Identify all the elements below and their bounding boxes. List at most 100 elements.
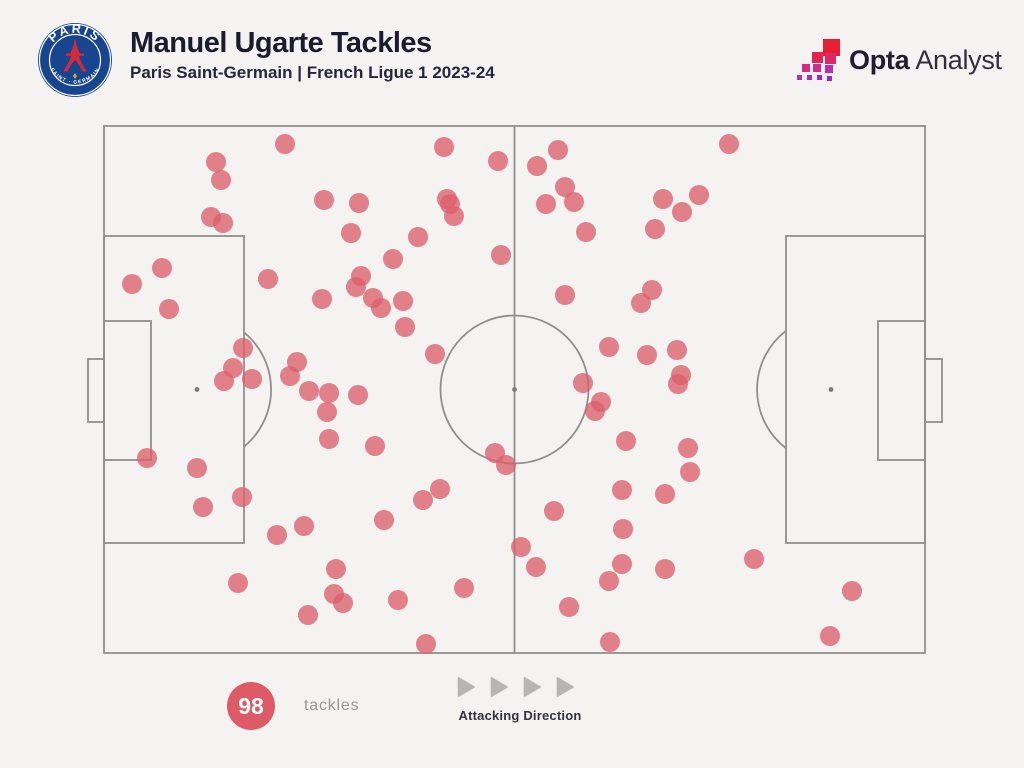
tackle-marker (680, 462, 700, 482)
tackle-marker (408, 227, 428, 247)
tackle-marker (159, 299, 179, 319)
tackle-marker (744, 549, 764, 569)
tackle-marker (416, 634, 436, 654)
tackle-marker (430, 479, 450, 499)
right-six-yard-box (877, 320, 926, 461)
tackle-marker (326, 559, 346, 579)
tackle-marker (152, 258, 172, 278)
tackle-marker (600, 632, 620, 652)
tackle-marker (233, 338, 253, 358)
tackle-marker (496, 455, 516, 475)
tackle-marker (275, 134, 295, 154)
tackle-marker (820, 626, 840, 646)
right-penalty-spot (828, 387, 834, 392)
psg-club-badge: PARIS SAINT - GERMAIN (38, 22, 112, 97)
tackle-marker (585, 401, 605, 421)
attacking-direction-arrows (455, 677, 585, 697)
center-spot (512, 387, 517, 392)
tackle-marker (319, 429, 339, 449)
tackle-marker (548, 140, 568, 160)
tackle-count-badge: 98 (227, 682, 275, 730)
right-penalty-area (785, 235, 926, 544)
tackle-marker (371, 298, 391, 318)
tackle-marker (536, 194, 556, 214)
tackle-marker (678, 438, 698, 458)
opta-logo-text: Opta Analyst (849, 45, 1002, 76)
right-arrow-icon (491, 677, 508, 697)
tackle-marker (491, 245, 511, 265)
tackle-marker (214, 371, 234, 391)
right-penalty-arc (756, 330, 787, 449)
tackle-marker (668, 374, 688, 394)
tackle-marker (444, 206, 464, 226)
right-goal (924, 358, 943, 423)
tackle-marker (637, 345, 657, 365)
tackle-marker (434, 137, 454, 157)
tackle-marker (187, 458, 207, 478)
tackle-marker (349, 193, 369, 213)
pitch-spots (194, 387, 834, 392)
tackle-marker (299, 381, 319, 401)
left-goal (87, 358, 105, 423)
tackle-marker (555, 177, 575, 197)
right-arrow-icon (524, 677, 541, 697)
tackle-marker (294, 516, 314, 536)
tackle-marker (842, 581, 862, 601)
opta-logo-text-light: Analyst (915, 44, 1002, 75)
tackle-marker (333, 593, 353, 613)
tackle-marker (642, 280, 662, 300)
tackle-marker (555, 285, 575, 305)
tackle-marker (317, 402, 337, 422)
badge-inner-ring (48, 33, 102, 87)
page-title: Manuel Ugarte Tackles (130, 27, 432, 59)
page-subtitle: Paris Saint-Germain | French Ligue 1 202… (130, 63, 495, 83)
tackle-marker (206, 152, 226, 172)
tackle-marker (488, 151, 508, 171)
attacking-direction-label: Attacking Direction (458, 708, 582, 723)
badge-outer-ring (38, 23, 112, 97)
tackle-marker (388, 590, 408, 610)
tackle-marker (258, 269, 278, 289)
tackle-marker (672, 202, 692, 222)
tackle-marker (137, 448, 157, 468)
eiffel-tower-icon (63, 37, 87, 79)
title-block: Manuel Ugarte Tackles Paris Saint-Germai… (130, 27, 495, 83)
tackle-marker (393, 291, 413, 311)
opta-logo-text-bold: Opta (849, 44, 910, 75)
tackle-marker (242, 369, 262, 389)
tackle-marker (193, 497, 213, 517)
tackle-marker (645, 219, 665, 239)
attacking-direction-group: Attacking Direction (455, 677, 585, 723)
left-penalty-spot (194, 387, 200, 392)
dots-layer (122, 134, 862, 654)
opta-logo-mark-icon (797, 39, 843, 81)
tackle-marker (312, 289, 332, 309)
left-penalty-arc (243, 331, 272, 448)
tackle-marker (267, 525, 287, 545)
tackle-marker (211, 170, 231, 190)
tackle-marker (511, 537, 531, 557)
tackle-marker (228, 573, 248, 593)
right-arrow-icon (458, 677, 475, 697)
fleur-de-lis-icon (73, 73, 77, 79)
tackle-marker (314, 190, 334, 210)
tackle-marker (527, 156, 547, 176)
tackle-marker (655, 559, 675, 579)
tackle-marker (564, 192, 584, 212)
tackle-count-label: tackles (304, 697, 360, 714)
tackle-marker (365, 436, 385, 456)
tackle-marker (280, 366, 300, 386)
tackle-marker (719, 134, 739, 154)
tackle-marker (599, 571, 619, 591)
tackle-marker (341, 223, 361, 243)
tackle-marker (383, 249, 403, 269)
tackle-marker (395, 317, 415, 337)
opta-analyst-logo: Opta Analyst (797, 36, 1002, 84)
tackle-marker (425, 344, 445, 364)
tackle-count: 98 (238, 692, 264, 719)
left-six-yard-box (103, 320, 152, 461)
tackle-marker (346, 277, 366, 297)
tackle-marker (544, 501, 564, 521)
tackle-marker (374, 510, 394, 530)
